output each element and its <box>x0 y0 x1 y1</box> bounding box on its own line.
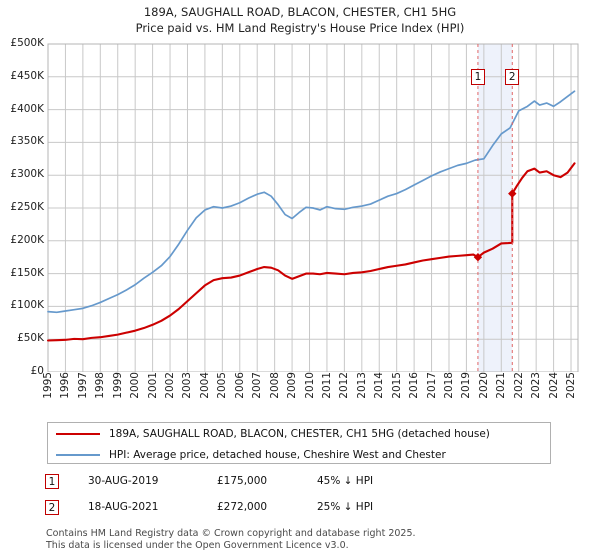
y-axis-tick-label: £350K <box>10 135 44 148</box>
x-axis-tick-label: 2013 <box>355 372 368 399</box>
y-axis-tick-label: £150K <box>10 266 44 279</box>
sale-marker-label-1[interactable]: 1 <box>470 68 485 85</box>
y-axis-tick-label: £300K <box>10 168 44 181</box>
x-axis-tick-label: 2021 <box>495 372 508 399</box>
legend-swatch-price-paid <box>56 432 100 435</box>
x-axis-tick-label: 2009 <box>286 372 299 399</box>
x-axis-tick-label: 2016 <box>408 372 421 399</box>
x-axis-tick-label: 1999 <box>111 372 124 399</box>
legend-label-price-paid: 189A, SAUGHALL ROAD, BLACON, CHESTER, CH… <box>109 427 490 440</box>
x-axis-tick-label: 1996 <box>59 372 72 399</box>
x-axis-tick-label: 2004 <box>198 372 211 399</box>
chart-legend: 189A, SAUGHALL ROAD, BLACON, CHESTER, CH… <box>47 422 551 464</box>
transaction-badge-2: 2 <box>45 500 59 515</box>
x-axis-tick-label: 2011 <box>320 372 333 399</box>
x-axis-tick-label: 1997 <box>76 372 89 399</box>
transaction-date-2: 18-AUG-2021 <box>88 501 159 513</box>
x-axis-tick-label: 2020 <box>477 372 490 399</box>
x-axis-tick-label: 2025 <box>565 372 578 399</box>
x-axis-tick-label: 2018 <box>442 372 455 399</box>
x-axis-tick-label: 2022 <box>512 372 525 399</box>
transaction-hpi-delta-1: 45% ↓ HPI <box>317 475 374 487</box>
x-axis-tick-label: 2003 <box>181 372 194 399</box>
legend-label-hpi: HPI: Average price, detached house, Ches… <box>109 448 446 461</box>
transaction-price-2: £272,000 <box>217 501 268 513</box>
table-row[interactable]: 2 18-AUG-2021 £272,000 25% ↓ HPI <box>45 498 515 524</box>
x-axis-tick-label: 2007 <box>251 372 264 399</box>
y-axis-tick-label: £0 <box>30 365 44 377</box>
transactions-table: 1 30-AUG-2019 £175,000 45% ↓ HPI 2 18-AU… <box>45 472 515 524</box>
sale-marker-label-2[interactable]: 2 <box>505 68 520 85</box>
x-axis-tick-label: 2012 <box>338 372 351 399</box>
table-row[interactable]: 1 30-AUG-2019 £175,000 45% ↓ HPI <box>45 472 515 498</box>
x-axis-tick-label: 1998 <box>94 372 107 399</box>
x-axis: 1995 1996 1997 1998 1999 2000 2001 2002 2003 2004… <box>0 370 600 418</box>
legend-swatch-hpi <box>56 453 100 456</box>
x-axis-tick-label: 2002 <box>164 372 177 399</box>
x-axis-tick-label: 2024 <box>547 372 560 399</box>
y-axis-tick-label: £450K <box>10 69 44 82</box>
transaction-price-1: £175,000 <box>217 475 268 487</box>
x-axis-tick-label: 2014 <box>373 372 386 399</box>
y-axis-tick-label: £100K <box>10 299 44 312</box>
y-axis-tick-label: £200K <box>10 233 44 246</box>
title-line-1: 189A, SAUGHALL ROAD, BLACON, CHESTER, CH… <box>143 5 457 19</box>
transaction-badge-1: 1 <box>45 474 59 489</box>
x-axis-tick-label: 2017 <box>425 372 438 399</box>
series-price-paid <box>46 162 576 342</box>
attribution-footer: Contains HM Land Registry data © Crown c… <box>46 528 566 551</box>
footer-line-1: Contains HM Land Registry data © Crown c… <box>46 528 416 539</box>
legend-item-price-paid: 189A, SAUGHALL ROAD, BLACON, CHESTER, CH… <box>48 423 550 444</box>
sale-marker-point <box>508 189 517 198</box>
transaction-date-1: 30-AUG-2019 <box>88 475 159 487</box>
x-axis-tick-label: 2006 <box>233 372 246 399</box>
chart-title: 189A, SAUGHALL ROAD, BLACON, CHESTER, CH… <box>0 4 600 36</box>
y-axis-tick-label: £500K <box>10 37 44 49</box>
x-axis-tick-label: 2000 <box>129 372 142 399</box>
x-axis-tick-label: 2008 <box>268 372 281 399</box>
x-axis-tick-label: 2023 <box>530 372 543 399</box>
y-axis-tick-label: £50K <box>17 332 44 345</box>
series-hpi <box>47 90 576 314</box>
footer-line-2: This data is licensed under the Open Gov… <box>46 539 349 551</box>
y-axis-tick-label: £400K <box>10 102 44 115</box>
x-axis-tick-label: 2015 <box>390 372 403 399</box>
transaction-hpi-delta-2: 25% ↓ HPI <box>317 501 374 513</box>
price-history-line-chart <box>46 43 579 372</box>
x-axis-tick-label: 2010 <box>303 372 316 399</box>
title-line-2: Price paid vs. HM Land Registry's House … <box>135 21 465 35</box>
legend-item-hpi: HPI: Average price, detached house, Ches… <box>48 444 550 465</box>
x-axis-tick-label: 2019 <box>460 372 473 399</box>
x-axis-tick-label: 2005 <box>216 372 229 399</box>
y-axis-tick-label: £250K <box>10 201 44 213</box>
x-axis-tick-label: 2001 <box>146 372 159 399</box>
sale-marker-point <box>473 253 483 262</box>
